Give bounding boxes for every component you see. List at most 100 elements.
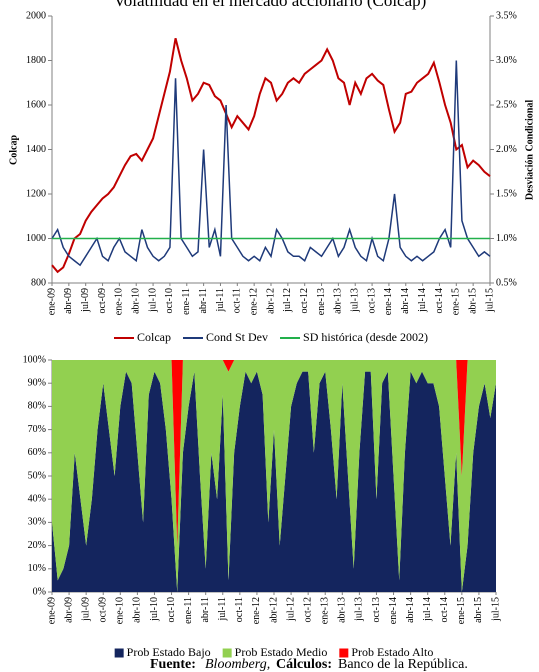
x-tick-label: jul-15	[484, 288, 495, 313]
y-tick-label: 20%	[28, 540, 46, 551]
legend-label: Prob Estado Medio	[235, 645, 328, 659]
x-tick-label: abr-13	[337, 597, 348, 623]
legend-label: Colcap	[137, 330, 171, 344]
x-tick-label: ene-10	[115, 597, 126, 624]
y-axis-label: Colcap	[8, 135, 19, 165]
y2-tick-label: 3.5%	[496, 10, 517, 21]
x-tick-label: ene-12	[251, 597, 262, 624]
y2-axis-label: Desviación Condicional	[524, 100, 535, 201]
x-tick-label: oct-12	[302, 597, 313, 623]
footer-label: Cálculos:	[276, 657, 332, 672]
x-tick-label: abr-11	[200, 597, 211, 623]
x-tick-label: abr-12	[265, 288, 276, 314]
x-tick-label: oct-14	[434, 288, 445, 314]
y2-tick-label: 3.0%	[496, 55, 517, 66]
legend-label: SD histórica (desde 2002)	[303, 330, 428, 344]
x-tick-label: oct-10	[164, 288, 175, 314]
x-tick-label: oct-11	[232, 288, 243, 313]
x-tick-label: jul-11	[217, 597, 228, 622]
x-tick-label: abr-10	[131, 288, 142, 314]
x-tick-label: oct-14	[439, 597, 450, 623]
x-tick-label: jul-12	[282, 288, 293, 313]
y2-tick-label: 2.0%	[496, 144, 517, 155]
x-tick-label: ene-09	[46, 597, 57, 624]
x-tick-label: oct-09	[97, 288, 108, 314]
x-tick-label: jul-09	[80, 288, 91, 313]
x-tick-label: jul-11	[215, 288, 226, 313]
x-tick-label: ene-09	[46, 288, 57, 315]
x-tick-label: ene-11	[183, 597, 194, 624]
x-tick-label: oct-13	[366, 288, 377, 314]
y-tick-label: 800	[31, 277, 46, 288]
x-tick-label: abr-09	[63, 597, 74, 623]
x-tick-label: oct-12	[299, 288, 310, 314]
x-tick-label: ene-12	[248, 288, 259, 315]
y-tick-label: 2000	[26, 10, 46, 21]
x-tick-label: ene-10	[114, 288, 125, 315]
x-tick-label: abr-12	[268, 597, 279, 623]
x-tick-label: jul-15	[490, 597, 501, 622]
y-tick-label: 10%	[28, 563, 46, 574]
x-tick-label: ene-13	[316, 288, 327, 315]
y-tick-label: 1400	[26, 144, 46, 155]
legend-swatch	[114, 648, 124, 658]
footer-source: Bloomberg,	[205, 657, 270, 672]
x-tick-label: abr-13	[333, 288, 344, 314]
x-tick-label: oct-13	[371, 597, 382, 623]
y-tick-label: 50%	[28, 470, 46, 481]
legend-label: Prob Estado Alto	[351, 645, 433, 659]
y2-tick-label: 1.0%	[496, 233, 517, 244]
y-tick-label: 1200	[26, 188, 46, 199]
series-line	[51, 38, 491, 274]
x-tick-label: ene-15	[451, 288, 462, 315]
x-tick-label: abr-15	[467, 288, 478, 314]
y2-tick-label: 1.5%	[496, 188, 517, 199]
x-tick-label: jul-10	[147, 288, 158, 313]
x-tick-label: jul-10	[149, 597, 160, 622]
y2-tick-label: 0.5%	[496, 277, 517, 288]
y2-tick-label: 2.5%	[496, 99, 517, 110]
legend-label: Prob Estado Bajo	[127, 645, 211, 659]
y-tick-label: 1800	[26, 55, 46, 66]
x-tick-label: abr-14	[405, 597, 416, 623]
x-tick-label: abr-11	[198, 288, 209, 314]
legend-label: Cond St Dev	[206, 330, 268, 344]
y-tick-label: 1600	[26, 99, 46, 110]
footer-label: Fuente:	[150, 657, 196, 672]
legend-swatch	[222, 648, 232, 658]
y-tick-label: 30%	[28, 517, 46, 528]
x-tick-label: ene-14	[383, 288, 394, 315]
y-tick-label: 1000	[26, 233, 46, 244]
series-area	[52, 360, 496, 592]
x-tick-label: ene-15	[456, 597, 467, 624]
y-tick-label: 70%	[28, 424, 46, 435]
x-tick-label: jul-14	[417, 288, 428, 313]
y-tick-label: 60%	[28, 447, 46, 458]
x-tick-label: oct-09	[98, 597, 109, 623]
x-tick-label: abr-10	[132, 597, 143, 623]
y-tick-label: 90%	[28, 377, 46, 388]
y-tick-label: 80%	[28, 401, 46, 412]
x-tick-label: jul-14	[422, 597, 433, 622]
x-tick-label: oct-10	[166, 597, 177, 623]
x-tick-label: ene-13	[320, 597, 331, 624]
series-line	[51, 60, 491, 267]
x-tick-label: jul-13	[350, 288, 361, 313]
x-tick-label: jul-12	[285, 597, 296, 622]
chart-title: Volatilidad en el mercado accionario (Co…	[114, 0, 427, 10]
y-tick-label: 0%	[33, 586, 46, 597]
x-tick-label: abr-14	[400, 288, 411, 314]
legend-swatch	[339, 648, 349, 658]
x-tick-label: ene-14	[388, 597, 399, 624]
x-tick-label: jul-13	[354, 597, 365, 622]
x-tick-label: abr-09	[63, 288, 74, 314]
y-tick-label: 40%	[28, 493, 46, 504]
x-tick-label: abr-15	[473, 597, 484, 623]
x-tick-label: oct-11	[234, 597, 245, 622]
series-area	[52, 371, 496, 592]
y-tick-label: 100%	[23, 354, 46, 365]
x-tick-label: ene-11	[181, 288, 192, 315]
x-tick-label: jul-09	[80, 597, 91, 622]
footer-calc: Banco de la República.	[338, 657, 468, 672]
